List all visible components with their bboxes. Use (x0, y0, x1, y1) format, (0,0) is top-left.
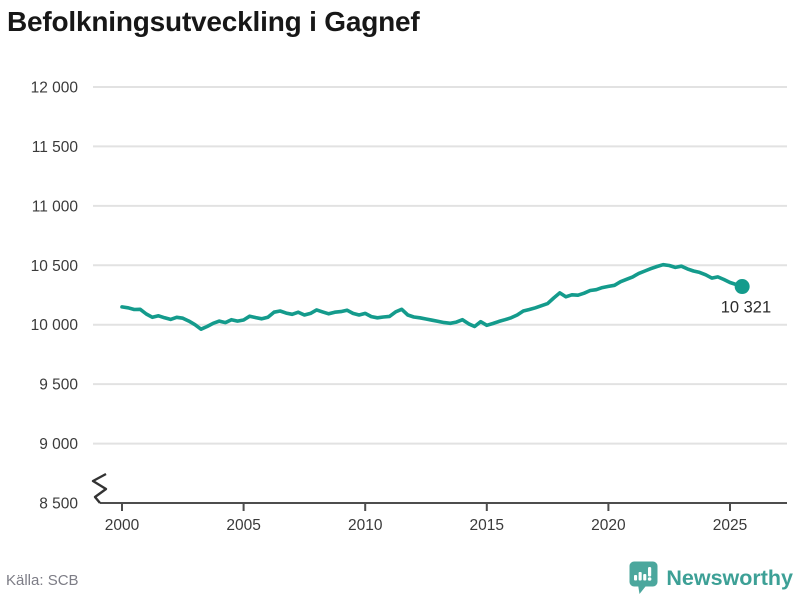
y-axis-tick-label: 9 500 (39, 377, 78, 394)
x-axis-tick-label: 2020 (591, 517, 626, 534)
last-point-marker (734, 279, 750, 295)
y-axis-tick-label: 8 500 (39, 496, 78, 513)
population-line-chart: 8 500 9 000 9 500 10 000 10 500 11 000 11 500 1… (31, 80, 787, 534)
y-axis-tick-label: 10 000 (31, 317, 79, 334)
population-line-series (120, 262, 745, 332)
x-axis-tick-label: 2000 (105, 517, 140, 534)
y-axis-tick-label: 11 000 (32, 198, 79, 215)
newsworthy-logo: Newsworthy (629, 561, 793, 595)
x-axis-tick-label: 2005 (226, 517, 260, 534)
y-axis-tick-label: 9 000 (39, 436, 78, 453)
y-axis-tick-label: 11 500 (32, 139, 79, 156)
x-axis-tick-label: 2015 (470, 517, 504, 534)
bar-chart-speech-bubble-icon (629, 561, 658, 594)
axis-break-icon (91, 472, 108, 504)
x-axis-tick-label: 2025 (713, 517, 747, 534)
brand-name: Newsworthy (666, 565, 793, 590)
last-value-label: 10 321 (721, 299, 771, 317)
chart-title: Befolkningsutveckling i Gagnef (7, 6, 420, 37)
source-label: Källa: SCB (6, 572, 79, 589)
x-axis-tick-label: 2010 (348, 517, 383, 534)
y-axis-tick-label: 10 500 (31, 258, 79, 275)
y-axis-tick-label: 12 000 (31, 80, 79, 97)
